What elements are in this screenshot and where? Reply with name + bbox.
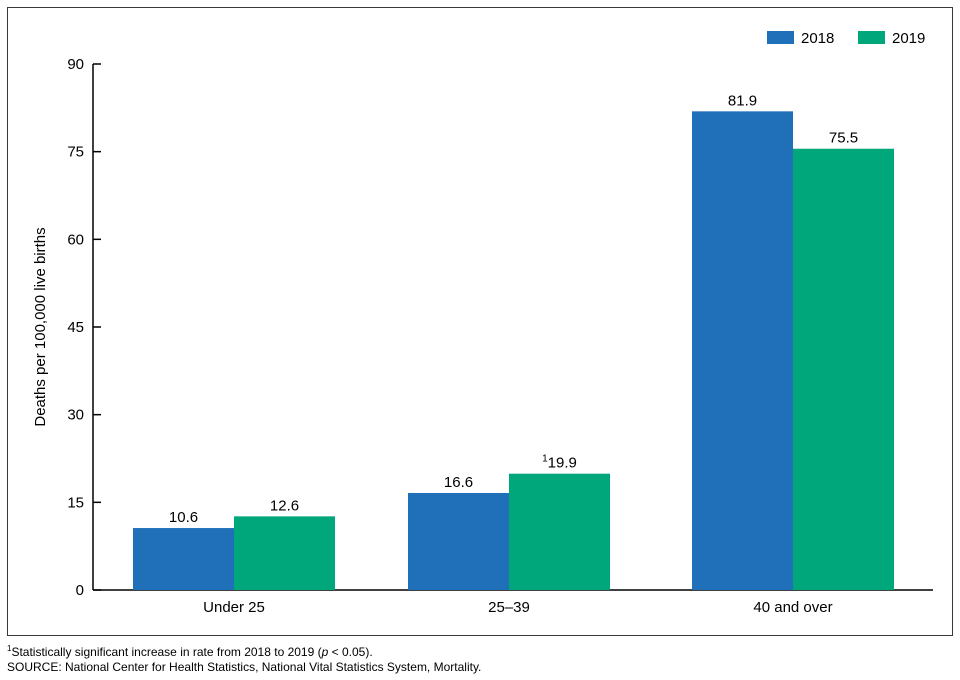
data-label-value: 19.9 xyxy=(548,455,577,472)
legend-label: 2018 xyxy=(801,30,834,47)
y-axis-title: Deaths per 100,000 live births xyxy=(32,227,49,426)
x-tick-label: 40 and over xyxy=(753,599,832,616)
y-tick-label: 90 xyxy=(67,56,84,73)
y-tick-label: 75 xyxy=(67,144,84,161)
legend-swatch xyxy=(767,31,794,44)
x-tick-label: 25–39 xyxy=(488,599,530,616)
legend-swatch xyxy=(858,31,885,44)
data-label: 12.6 xyxy=(270,497,299,514)
legend-label: 2019 xyxy=(892,30,925,47)
footnote-significance: 1Statistically significant increase in r… xyxy=(7,644,373,660)
footnote-text-b: < 0.05). xyxy=(328,645,373,659)
bar xyxy=(692,111,793,590)
footnote-source: SOURCE: National Center for Health Stati… xyxy=(7,660,482,674)
footnote-text-a: Statistically significant increase in ra… xyxy=(11,645,322,659)
data-label: 75.5 xyxy=(829,130,858,147)
y-tick-label: 15 xyxy=(67,494,84,511)
x-tick-label: Under 25 xyxy=(203,599,265,616)
y-tick-label: 0 xyxy=(76,582,84,599)
bar-chart: 0 15 30 45 60 75 90 Under 25 25–39 40 and over 10… xyxy=(32,30,933,616)
footnote-marker: 1 xyxy=(7,644,12,653)
y-tick-label: 60 xyxy=(67,231,84,248)
bar xyxy=(408,492,509,590)
data-label: 16.6 xyxy=(444,474,473,491)
footnote-p: p xyxy=(321,645,329,659)
bar xyxy=(234,516,335,590)
bar xyxy=(509,473,610,590)
data-label: 119.9 xyxy=(542,454,577,472)
y-tick-label: 30 xyxy=(67,407,84,424)
bars xyxy=(133,111,894,590)
legend: 2018 2019 xyxy=(767,30,925,47)
chart-frame xyxy=(7,7,953,636)
bar xyxy=(793,148,894,590)
data-label: 81.9 xyxy=(728,92,757,109)
bar xyxy=(133,528,234,590)
data-label: 10.6 xyxy=(169,509,198,526)
data-label-marker: 1 xyxy=(542,454,548,465)
data-labels: 10.6 12.6 16.6 119.9 81.9 75.5 xyxy=(169,92,858,526)
y-tick-label: 45 xyxy=(67,319,84,336)
